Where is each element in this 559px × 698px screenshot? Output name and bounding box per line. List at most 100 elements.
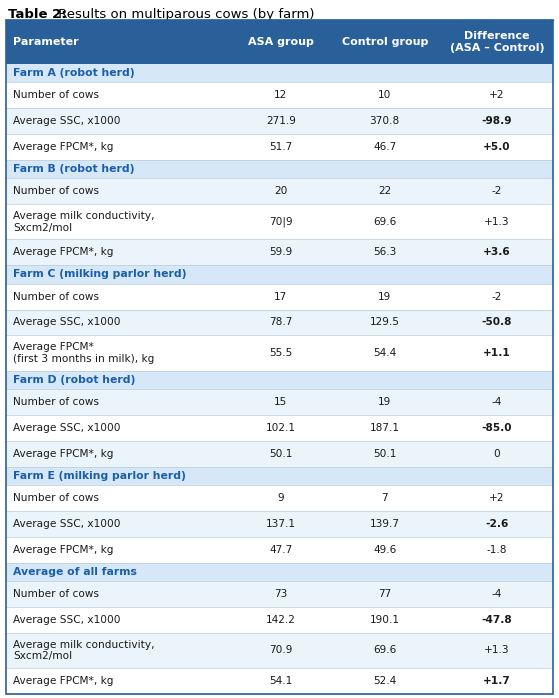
Text: 190.1: 190.1	[370, 615, 400, 625]
Text: 70|9: 70|9	[269, 216, 293, 227]
Text: 12: 12	[274, 90, 287, 101]
Bar	[6, 239, 553, 265]
Text: Number of cows: Number of cows	[13, 493, 99, 503]
Bar	[6, 511, 553, 537]
Bar	[6, 668, 553, 694]
Text: Average FPCM*, kg: Average FPCM*, kg	[13, 545, 113, 555]
Text: 0: 0	[494, 449, 500, 459]
Bar	[6, 440, 553, 467]
Text: 54.1: 54.1	[269, 676, 292, 686]
Text: +5.0: +5.0	[483, 142, 511, 152]
Text: 19: 19	[378, 396, 391, 407]
Text: 15: 15	[274, 396, 287, 407]
Bar	[6, 205, 553, 239]
Text: 20: 20	[274, 186, 287, 196]
Text: 137.1: 137.1	[266, 519, 296, 529]
Text: 54.4: 54.4	[373, 348, 396, 358]
Text: 69.6: 69.6	[373, 646, 396, 655]
Bar	[6, 371, 553, 389]
Bar	[6, 265, 553, 283]
Text: +1.7: +1.7	[483, 676, 511, 686]
Text: 187.1: 187.1	[370, 423, 400, 433]
Text: 17: 17	[274, 292, 287, 302]
Text: Average FPCM*, kg: Average FPCM*, kg	[13, 247, 113, 258]
Bar	[6, 82, 553, 108]
Text: Farm B (robot herd): Farm B (robot herd)	[13, 164, 135, 174]
Text: Farm A (robot herd): Farm A (robot herd)	[13, 68, 135, 78]
Text: 142.2: 142.2	[266, 615, 296, 625]
Text: Farm C (milking parlor herd): Farm C (milking parlor herd)	[13, 269, 187, 279]
Bar	[6, 134, 553, 160]
Text: Parameter: Parameter	[13, 37, 79, 47]
Bar	[6, 64, 553, 82]
Text: +2: +2	[489, 90, 505, 101]
Bar	[6, 581, 553, 607]
Bar	[6, 309, 553, 336]
Bar	[6, 485, 553, 511]
Text: Number of cows: Number of cows	[13, 90, 99, 101]
Text: 49.6: 49.6	[373, 545, 396, 555]
Bar	[6, 283, 553, 309]
Text: Results on multiparous cows (by farm): Results on multiparous cows (by farm)	[54, 8, 315, 21]
Text: Average milk conductivity,
Sxcm2/mol: Average milk conductivity, Sxcm2/mol	[13, 211, 154, 232]
Text: +2: +2	[489, 493, 505, 503]
Text: -47.8: -47.8	[481, 615, 512, 625]
Text: Table 2:: Table 2:	[8, 8, 67, 21]
Text: -85.0: -85.0	[482, 423, 512, 433]
Text: Control group: Control group	[342, 37, 428, 47]
Text: Average FPCM*, kg: Average FPCM*, kg	[13, 142, 113, 152]
Text: -98.9: -98.9	[482, 116, 512, 126]
Text: -2: -2	[492, 292, 502, 302]
Text: 10: 10	[378, 90, 391, 101]
Bar	[6, 537, 553, 563]
Text: 102.1: 102.1	[266, 423, 296, 433]
Text: Average SSC, x1000: Average SSC, x1000	[13, 615, 121, 625]
Text: Number of cows: Number of cows	[13, 292, 99, 302]
Text: ASA group: ASA group	[248, 37, 314, 47]
Text: 370.8: 370.8	[369, 116, 400, 126]
Text: -4: -4	[492, 589, 502, 599]
Text: 271.9: 271.9	[266, 116, 296, 126]
Text: Farm D (robot herd): Farm D (robot herd)	[13, 375, 135, 385]
Text: 55.5: 55.5	[269, 348, 292, 358]
Text: 19: 19	[378, 292, 391, 302]
Text: 50.1: 50.1	[269, 449, 292, 459]
Text: -50.8: -50.8	[482, 318, 512, 327]
Text: Farm E (milking parlor herd): Farm E (milking parlor herd)	[13, 470, 186, 481]
Text: Average milk conductivity,
Sxcm2/mol: Average milk conductivity, Sxcm2/mol	[13, 639, 154, 661]
Text: 56.3: 56.3	[373, 247, 396, 258]
Text: Average SSC, x1000: Average SSC, x1000	[13, 519, 121, 529]
Text: Number of cows: Number of cows	[13, 186, 99, 196]
Bar	[6, 108, 553, 134]
Text: +3.6: +3.6	[483, 247, 511, 258]
Text: -2: -2	[492, 186, 502, 196]
Text: Difference
(ASA – Control): Difference (ASA – Control)	[449, 31, 544, 53]
Text: -1.8: -1.8	[487, 545, 507, 555]
Text: +1.3: +1.3	[484, 646, 510, 655]
Bar	[6, 20, 553, 64]
Text: 77: 77	[378, 589, 391, 599]
Text: +1.3: +1.3	[484, 217, 510, 227]
Text: 47.7: 47.7	[269, 545, 292, 555]
Text: 46.7: 46.7	[373, 142, 396, 152]
Text: 22: 22	[378, 186, 391, 196]
Bar	[6, 633, 553, 668]
Bar	[6, 563, 553, 581]
Text: Number of cows: Number of cows	[13, 396, 99, 407]
Text: 9: 9	[278, 493, 284, 503]
Text: 50.1: 50.1	[373, 449, 396, 459]
Text: -4: -4	[492, 396, 502, 407]
Text: +1.1: +1.1	[483, 348, 511, 358]
Text: 70.9: 70.9	[269, 646, 292, 655]
Text: Average FPCM*, kg: Average FPCM*, kg	[13, 449, 113, 459]
Text: 78.7: 78.7	[269, 318, 292, 327]
Text: Average of all farms: Average of all farms	[13, 567, 137, 577]
Text: Average SSC, x1000: Average SSC, x1000	[13, 116, 121, 126]
Text: Number of cows: Number of cows	[13, 589, 99, 599]
Text: 69.6: 69.6	[373, 217, 396, 227]
Bar	[6, 336, 553, 371]
Bar	[6, 160, 553, 178]
Bar	[6, 607, 553, 633]
Text: 73: 73	[274, 589, 287, 599]
Text: 59.9: 59.9	[269, 247, 292, 258]
